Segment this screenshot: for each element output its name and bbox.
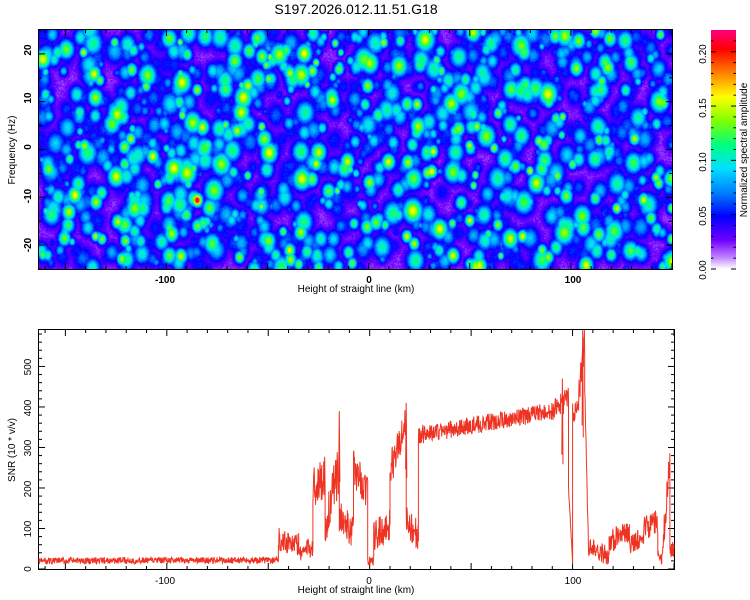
heatmap-image: [39, 30, 672, 269]
heatmap-x-axis-label: Height of straight line (km): [298, 284, 415, 295]
heatmap-panel: -100 0 100 Height of straight line (km) …: [7, 29, 673, 295]
snr-series-line: [38, 329, 675, 566]
snr-spike: [405, 402, 408, 478]
heatmap-x-tick-label: 100: [565, 275, 582, 286]
heatmap-x-tick-label: 0: [366, 275, 372, 286]
heatmap-y-tick-label: -20: [23, 237, 34, 252]
snr-spike: [561, 378, 564, 465]
colorbar-tick-label: 0.00: [698, 260, 709, 280]
snr-frame: [38, 329, 675, 570]
heatmap-y-tick-label: 0: [23, 144, 34, 150]
heatmap-y-tick-label: -10: [23, 188, 34, 203]
snr-y-tick-label: 0: [23, 566, 34, 572]
snr-panel: -100 0 100 Height of straight line (km) …: [7, 329, 675, 596]
snr-y-axis-label: SNR (10 * v/v): [7, 418, 18, 482]
colorbar: 0.00 0.05 0.10 0.15 0.20 Normalized spec…: [698, 30, 750, 280]
snr-y-tick-label: 300: [23, 439, 34, 456]
heatmap-x-tick-label: -100: [155, 275, 175, 286]
snr-spike: [581, 329, 584, 438]
heatmap-y-axis-label: Frequency (Hz): [7, 116, 18, 185]
snr-x-tick-label: 0: [366, 576, 372, 587]
snr-y-tick-label: 500: [23, 358, 34, 375]
colorbar-label: Normalized spectral amplitude: [739, 82, 750, 217]
colorbar-gradient: [711, 30, 736, 269]
snr-y-tick-label: 400: [23, 399, 34, 416]
colorbar-tick-label: 0.05: [698, 206, 709, 226]
snr-ticks: [39, 330, 675, 570]
colorbar-ticks: [711, 40, 736, 270]
snr-y-tick-label: 200: [23, 480, 34, 497]
snr-y-tick-label: 100: [23, 520, 34, 537]
snr-spike: [338, 410, 341, 483]
chart-title: S197.2026.012.11.51.G18: [274, 1, 437, 17]
snr-x-axis-label: Height of straight line (km): [298, 585, 415, 596]
heatmap-y-tick-label: 10: [23, 92, 34, 104]
heatmap-y-tick-label: 20: [23, 44, 34, 56]
heatmap-ticks: [39, 29, 673, 270]
snr-x-tick-label: -100: [155, 576, 175, 587]
heatmap-frame: [38, 29, 673, 270]
colorbar-tick-label: 0.15: [698, 98, 709, 118]
colorbar-tick-label: 0.10: [698, 152, 709, 172]
colorbar-tick-label: 0.20: [698, 44, 709, 64]
snr-x-tick-label: 100: [565, 576, 582, 587]
